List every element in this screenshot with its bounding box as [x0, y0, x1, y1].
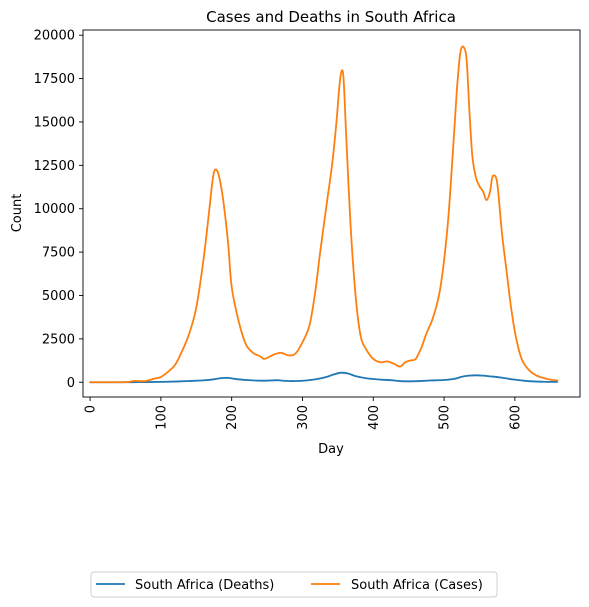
- y-tick-label: 12500: [34, 159, 75, 174]
- y-tick-label: 7500: [42, 246, 75, 261]
- y-axis-label: Count: [10, 194, 25, 233]
- x-tick-label: 0: [84, 405, 99, 413]
- y-tick-label: 17500: [34, 72, 75, 87]
- x-axis: 0 100 200 300 400 500 600: [84, 397, 523, 430]
- legend-box: [90, 571, 498, 598]
- x-tick-label: 200: [225, 405, 240, 430]
- chart-title: Cases and Deaths in South Africa: [206, 8, 456, 26]
- series-line-deaths: [89, 371, 559, 384]
- x-tick-label: 600: [508, 405, 523, 430]
- y-tick-label: 2500: [42, 332, 75, 347]
- legend-label-cases: South Africa (Cases): [351, 578, 483, 593]
- legend-label-deaths: South Africa (Deaths): [135, 578, 274, 593]
- series-layer: [89, 45, 559, 384]
- y-tick-label: 5000: [42, 289, 75, 304]
- x-tick-label: 400: [367, 405, 382, 430]
- legend: South Africa (Deaths) South Africa (Case…: [90, 571, 498, 598]
- x-axis-label: Day: [318, 442, 344, 457]
- series-line-cases: [89, 45, 559, 384]
- y-tick-label: 10000: [34, 202, 75, 217]
- y-tick-label: 15000: [34, 115, 75, 130]
- x-tick-label: 500: [438, 405, 453, 430]
- y-axis: 0 2500 5000 7500 10000 12500 15000 17500 20000: [34, 29, 83, 391]
- plot-area: [82, 29, 581, 398]
- plot-frame: [82, 29, 581, 398]
- y-tick-label: 20000: [34, 29, 75, 44]
- x-tick-label: 300: [296, 405, 311, 430]
- y-tick-label: 0: [67, 376, 75, 391]
- x-tick-label: 100: [154, 405, 169, 430]
